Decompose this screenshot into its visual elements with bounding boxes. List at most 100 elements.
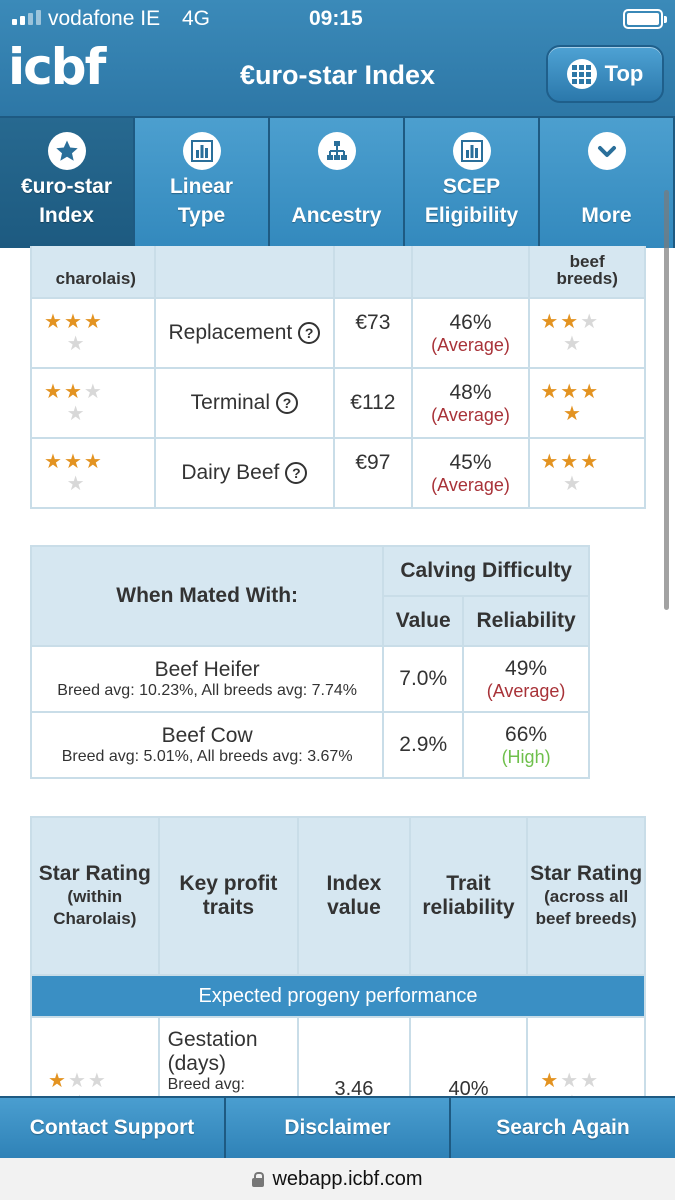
expected-progeny-performance-label: Expected progeny performance bbox=[30, 974, 646, 1018]
rating-star-icon: ★ bbox=[540, 451, 561, 473]
star-rating-all: ★★★ ★ bbox=[526, 1016, 646, 1096]
rating-star-icon: ★ bbox=[580, 381, 601, 403]
table-row: Beef Cow Breed avg: 5.01%, All breeds av… bbox=[29, 711, 590, 779]
reliability-value: 48% bbox=[449, 380, 492, 404]
rating-star-icon: ★ bbox=[63, 451, 84, 473]
rating-star-icon: ★ bbox=[87, 1070, 108, 1092]
index-table: charolais) beef breeds) ★★★ ★ Replacement… bbox=[30, 246, 646, 509]
contact-support-button[interactable]: Contact Support bbox=[0, 1098, 226, 1158]
trait-value: 3.46 bbox=[297, 1016, 411, 1096]
battery-icon bbox=[623, 9, 667, 29]
tab-bar: €uro-star Index Linear Type Ancestry SCE… bbox=[0, 116, 675, 248]
rating-star-icon: ★ bbox=[580, 1070, 601, 1092]
url-bar[interactable]: webapp.icbf.com bbox=[0, 1158, 675, 1200]
table-header-row: Star Rating (within Charolais) Key profit… bbox=[30, 816, 646, 976]
rating-star-icon: ★ bbox=[580, 451, 601, 473]
mated-with-name: Beef Heifer bbox=[154, 658, 260, 681]
help-icon[interactable]: ? bbox=[285, 462, 308, 485]
tab-more[interactable]: More bbox=[540, 118, 675, 248]
rating-star-icon: ★ bbox=[560, 311, 581, 333]
bar-chart-icon bbox=[183, 132, 221, 170]
disclaimer-button[interactable]: Disclaimer bbox=[226, 1098, 451, 1158]
help-icon[interactable]: ? bbox=[276, 392, 299, 415]
rating-star-icon: ★ bbox=[44, 451, 64, 473]
lock-icon bbox=[252, 1171, 265, 1187]
mated-with-name: Beef Cow bbox=[161, 724, 253, 747]
rating-star-icon: ★ bbox=[560, 1070, 581, 1092]
rating-star-icon: ★ bbox=[563, 1092, 583, 1096]
reliability-value: 66% bbox=[505, 722, 548, 746]
header-star-rating-all: Star Rating (across all beef breeds) bbox=[526, 816, 646, 976]
top-button[interactable]: Top bbox=[546, 45, 664, 103]
status-bar: vodafone IE 4G 09:15 bbox=[0, 0, 675, 38]
search-again-button[interactable]: Search Again bbox=[451, 1098, 675, 1158]
tab-label: €uro-star Index bbox=[20, 175, 113, 227]
table-header-row: charolais) beef breeds) bbox=[30, 246, 646, 299]
scroll-content[interactable]: charolais) beef breeds) ★★★ ★ Replacement… bbox=[0, 246, 675, 1096]
breed-average: Breed avg: 5.01%, All breeds avg: 3.67% bbox=[61, 748, 353, 765]
rating-star-icon: ★ bbox=[66, 403, 87, 425]
star-rating-all: ★★★ ★ bbox=[528, 297, 646, 369]
chevron-down-icon bbox=[588, 132, 626, 170]
tab-scep-eligibility[interactable]: SCEP Eligibility bbox=[405, 118, 540, 248]
table-row: ★★★ ★ Replacement? €73 46% (Average) ★★★ … bbox=[30, 297, 646, 369]
tab-ancestry[interactable]: Ancestry bbox=[270, 118, 405, 248]
table-row: ★★★ ★ Gestation (days) Breed avg: 3.46 4… bbox=[30, 1016, 646, 1096]
scrollbar[interactable] bbox=[664, 190, 669, 610]
rating-star-icon: ★ bbox=[563, 403, 583, 425]
calving-value: 2.9% bbox=[382, 711, 465, 779]
rating-star-icon: ★ bbox=[66, 333, 87, 355]
hierarchy-icon bbox=[318, 132, 356, 170]
key-profit-traits-table: Star Rating (within Charolais) Key profit… bbox=[30, 816, 646, 1096]
calving-difficulty-table: When Mated With: Calving Difficulty Valu… bbox=[29, 545, 590, 779]
breed-average: Breed avg: 10.23%, All breeds avg: 7.74% bbox=[57, 682, 358, 699]
tab-label: SCEP Eligibility bbox=[424, 175, 519, 227]
rating-star-icon: ★ bbox=[563, 473, 583, 495]
url-text: webapp.icbf.com bbox=[272, 1167, 423, 1190]
table-row: Beef Heifer Breed avg: 10.23%, All breed… bbox=[29, 645, 590, 713]
icbf-logo[interactable]: icbf bbox=[8, 38, 106, 96]
network-type: 4G bbox=[182, 7, 211, 30]
star-rating-all: ★★★ ★ bbox=[528, 437, 646, 509]
reliability-label: (Average) bbox=[431, 474, 510, 495]
rating-star-icon: ★ bbox=[71, 1092, 91, 1096]
bar-chart-icon bbox=[453, 132, 491, 170]
page-title: €uro-star Index bbox=[239, 60, 436, 90]
star-rating-within: ★★★ ★ bbox=[30, 367, 156, 439]
rating-star-icon: ★ bbox=[83, 311, 104, 333]
star-rating-within: ★★★ ★ bbox=[30, 437, 156, 509]
reliability-label: (Average) bbox=[486, 680, 566, 701]
tab-label: Ancestry bbox=[291, 204, 382, 227]
table-row: ★★★ ★ Terminal? €112 48% (Average) ★★★ ★ bbox=[30, 367, 646, 439]
rating-star-icon: ★ bbox=[563, 333, 583, 355]
trait-reliability: 40% bbox=[408, 1016, 529, 1096]
help-icon[interactable]: ? bbox=[298, 322, 321, 345]
app-header: vodafone IE 4G 09:15 icbf €uro-star Inde… bbox=[0, 0, 675, 116]
tab-label: Linear Type bbox=[169, 175, 234, 227]
header-star-rating-within: charolais) bbox=[30, 246, 156, 299]
star-icon bbox=[48, 132, 86, 170]
reliability-value: 46% bbox=[449, 310, 492, 334]
rating-star-icon: ★ bbox=[540, 381, 561, 403]
index-name: Dairy Beef bbox=[181, 461, 280, 484]
reliability-label: (Average) bbox=[431, 334, 510, 355]
trait-name: Gestation (days) bbox=[167, 1028, 258, 1075]
rating-star-icon: ★ bbox=[580, 311, 601, 333]
tab-linear-type[interactable]: Linear Type bbox=[135, 118, 270, 248]
tab-eurostar-index[interactable]: €uro-star Index bbox=[0, 118, 135, 248]
rating-star-icon: ★ bbox=[44, 311, 64, 333]
section-band-row: Expected progeny performance bbox=[30, 974, 646, 1018]
reliability-value: 49% bbox=[505, 656, 548, 680]
carrier-name: vodafone IE bbox=[48, 7, 161, 30]
star-rating-within: ★★★ ★ bbox=[30, 1016, 160, 1096]
rating-star-icon: ★ bbox=[63, 381, 84, 403]
rating-star-icon: ★ bbox=[540, 311, 561, 333]
grid-menu-icon bbox=[566, 59, 597, 89]
header-star-rating-all: beef breeds) bbox=[528, 246, 646, 299]
mated-with-header: When Mated With: bbox=[29, 545, 385, 647]
reliability-header: Reliability bbox=[462, 595, 590, 647]
rating-star-icon: ★ bbox=[560, 451, 581, 473]
table-row: ★★★ ★ Dairy Beef? €97 45% (Average) ★★★ ★ bbox=[30, 437, 646, 509]
top-button-label: Top bbox=[604, 61, 644, 86]
index-value: €112 bbox=[333, 367, 413, 439]
